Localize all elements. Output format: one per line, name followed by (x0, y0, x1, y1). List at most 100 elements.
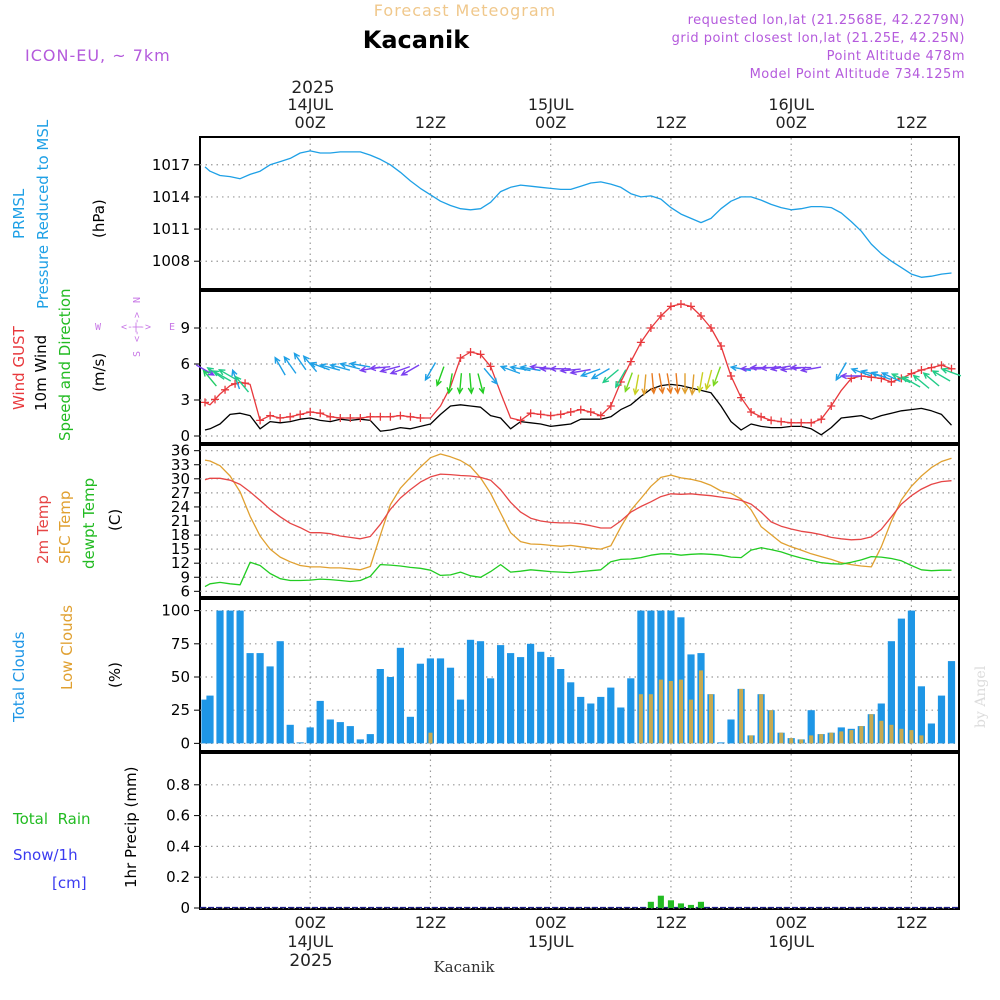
y-tick-label: 0.4 (166, 837, 190, 855)
total-cloud-bar (446, 667, 455, 744)
y-tick-label: 0 (180, 734, 190, 752)
y-tick-label: 1008 (152, 252, 190, 270)
precip-panel (199, 752, 960, 910)
total-cloud-bar (487, 678, 495, 744)
y-tick-label: 33 (171, 456, 190, 474)
wind-direction-arrow (912, 374, 930, 389)
y-tick-label: 9 (180, 319, 190, 337)
grid-lines (200, 138, 959, 909)
total-cloud-bar (607, 687, 615, 744)
gust-marker (316, 409, 325, 418)
gust-marker (717, 342, 726, 350)
gust-marker (546, 411, 555, 420)
low-cloud-bar (779, 732, 784, 744)
y-tick-label: 30 (171, 470, 190, 488)
dewpt-temp-label: dewpt Temp (80, 478, 98, 569)
wind-direction-arrow (614, 369, 627, 389)
gust-marker (526, 409, 535, 418)
wind-direction-arrow (348, 361, 371, 368)
y-tick-label: 1011 (152, 220, 190, 238)
wind-direction-arrow (467, 373, 475, 395)
y-tick-label: 27 (171, 484, 190, 502)
gust-line (204, 303, 952, 424)
wind-direction-arrow (302, 355, 318, 373)
gust-marker (676, 300, 685, 308)
top-hour-label: 00Z (535, 113, 566, 132)
low-cloud-bar (889, 724, 894, 744)
wind-10m-label: 10m Wind (32, 335, 50, 411)
low-cloud-bar (839, 731, 844, 744)
low-cloud-bar (869, 714, 874, 744)
wind-direction-arrow (769, 365, 792, 372)
wind-direction-arrow (202, 369, 217, 387)
y-tick-label: 1017 (152, 156, 190, 174)
wind-direction-arrow (329, 363, 351, 371)
total-cloud-bar (316, 700, 324, 744)
wind-direction-arrow (309, 361, 330, 371)
total-cloud-bar (436, 658, 445, 744)
gust-marker (536, 410, 545, 419)
snow-label: Snow/1h (13, 846, 78, 864)
gust-marker (346, 414, 355, 422)
wind-direction-arrow (218, 369, 238, 381)
low-cloud-bar (909, 730, 914, 744)
total-cloud-bar (807, 710, 815, 744)
low-cloud-bar (638, 694, 643, 744)
wind-direction-arrow (579, 368, 601, 378)
total-rain-label: Total Rain (12, 810, 91, 828)
low-cloud-bar (749, 735, 754, 744)
rain-bar (697, 901, 704, 908)
gust-marker (947, 364, 956, 373)
gust-marker (696, 312, 705, 320)
pressure-line (204, 150, 952, 278)
total-cloud-bar (201, 699, 209, 744)
y-tick-label: 0 (180, 899, 190, 917)
gust-marker (466, 348, 475, 356)
total-cloud-bar (466, 639, 475, 744)
gust-marker (211, 395, 220, 404)
total-cloud-bar (386, 677, 394, 744)
low-cloud-bar (899, 728, 904, 744)
wind-direction-arrow (389, 365, 411, 375)
gust-marker (356, 414, 365, 422)
wind-direction-arrow (435, 366, 445, 387)
bottom-date-label: 15JUL (528, 932, 574, 951)
rain-bar (657, 895, 664, 908)
total-cloud-bar (396, 647, 404, 744)
wind-direction-arrow (890, 373, 911, 384)
y-tick-label: 0.2 (166, 868, 190, 886)
bottom-hour-label: 00Z (776, 913, 807, 932)
gust-marker (596, 411, 605, 420)
total-cloud-bar (547, 657, 555, 744)
bottom-year: 2025 (289, 951, 332, 971)
total-cloud-bar (657, 610, 665, 744)
wind-labels: Wind GUST 10m Wind Speed and Direction (… (10, 288, 108, 441)
low-cloud-bar (859, 726, 864, 744)
y-tick-label: 1014 (152, 188, 190, 206)
wind-direction-arrow (850, 367, 871, 377)
total-cloud-bar (577, 696, 585, 744)
top-hour-label: 00Z (776, 113, 807, 132)
gust-marker (787, 418, 796, 427)
total-cloud-bar (326, 719, 334, 744)
total-cloud-bar (647, 610, 655, 744)
snow-unit: [cm] (52, 874, 87, 892)
y-tick-label: 0 (180, 427, 190, 445)
requested-coords: requested lon,lat (21.2568E, 42.2279N) (688, 13, 965, 28)
compass-south: S (132, 351, 143, 357)
gust-marker (366, 412, 375, 421)
low-cloud-bar (668, 681, 673, 744)
wind-direction-arrow (283, 355, 297, 374)
top-date-label: 15JUL (528, 95, 574, 114)
gust-marker (757, 412, 766, 421)
clouds-panel (199, 598, 960, 752)
wind-direction-arrow (195, 364, 216, 376)
wind-speed-line (204, 383, 952, 436)
wind-speed-dir-label: Speed and Direction (56, 288, 74, 441)
bottom-hour-label: 12Z (896, 913, 927, 932)
gust-marker (747, 408, 756, 416)
gust-marker (456, 354, 465, 362)
y-tick-label: 9 (180, 568, 190, 586)
y-tick-label: 24 (171, 498, 190, 516)
top-hour-label: 12Z (655, 113, 686, 132)
